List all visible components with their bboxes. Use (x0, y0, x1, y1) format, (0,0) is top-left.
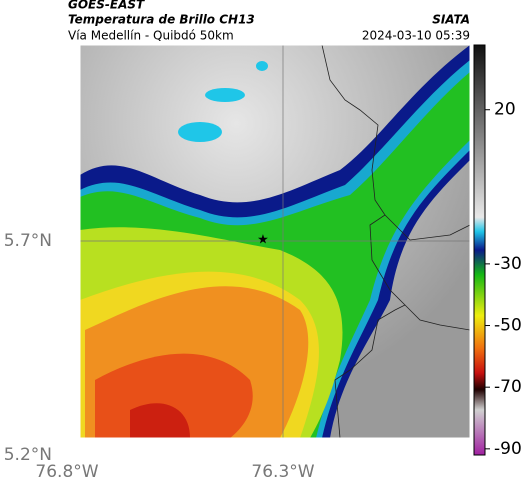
lat-label: 5.2°N (4, 445, 52, 465)
lon-label: 76.8°W (35, 462, 98, 482)
header: GOES-EAST Temperatura de Brillo CH13 Vía… (68, 0, 470, 43)
map-frame (79, 44, 471, 439)
svg-text:★: ★ (257, 233, 269, 248)
lon-label: 76.3°W (251, 462, 314, 482)
source: GOES-EAST (68, 0, 145, 12)
map-axes: 5.7°N 5.2°N 76.8°W 76.3°W (4, 231, 315, 482)
colorbar-tick-label: -30 (494, 254, 522, 274)
subtitle: Vía Medellín - Quibdó 50km (68, 29, 234, 43)
lat-label: 5.7°N (4, 231, 52, 251)
colorbar-tick-label: -90 (494, 439, 522, 459)
timestamp: 2024-03-10 05:39 (362, 29, 470, 43)
colorbar-tick-label: -70 (494, 377, 522, 397)
colorbar-tick-label: 20 (494, 100, 516, 120)
brand: SIATA (432, 13, 470, 27)
title: Temperatura de Brillo CH13 (68, 13, 255, 27)
colorbar (473, 44, 486, 456)
map-image: ★ (80, 45, 470, 438)
colorbar-tick-label: -50 (494, 316, 522, 336)
